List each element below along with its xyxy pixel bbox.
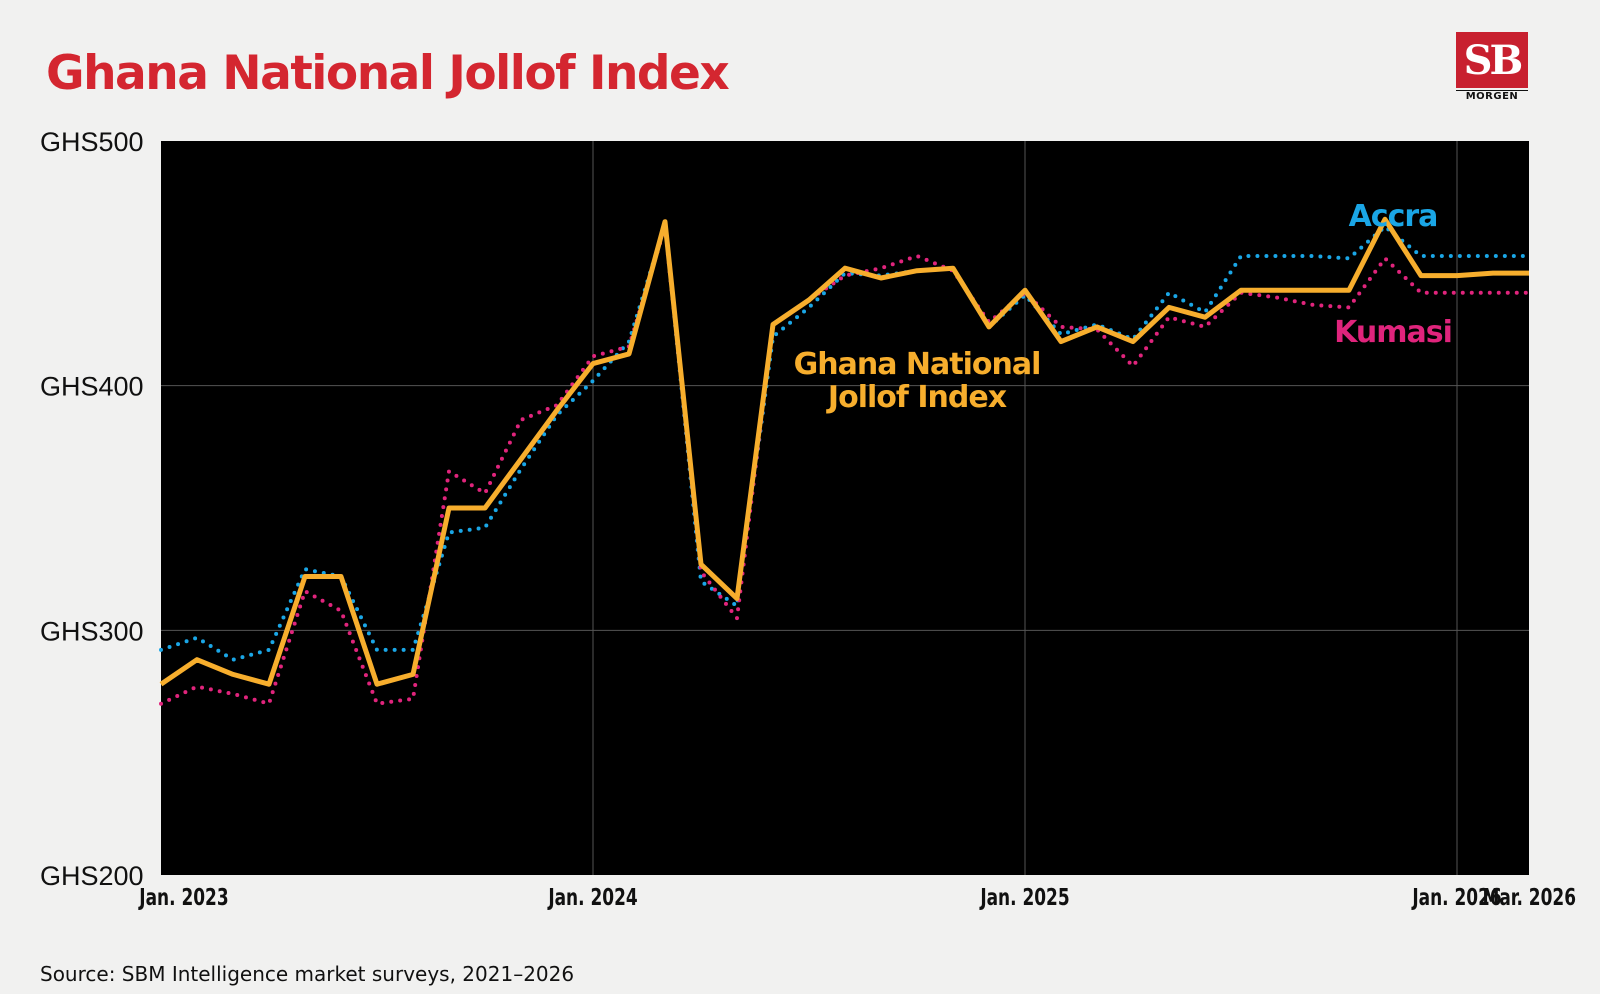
series-line-ghana-national-jollof-index [159, 216, 1529, 687]
index-label-line: Ghana National [794, 347, 1041, 382]
gridlines [161, 141, 1529, 875]
sb-morgen-logo: SB MORGEN [1456, 32, 1528, 102]
x-tick-label: Jan. 2024 [547, 883, 638, 910]
plot-background [161, 141, 1529, 875]
y-tick-label: GHS200 [40, 861, 144, 891]
kumasi-label: Kumasi [1334, 315, 1452, 350]
series-line-accra [159, 222, 1531, 662]
y-tick-label: GHS400 [40, 372, 144, 402]
y-tick-label: GHS300 [40, 616, 144, 646]
logo-wordmark: MORGEN [1456, 90, 1528, 102]
source-note: Source: SBM Intelligence market surveys,… [40, 962, 575, 986]
accra-label: Accra [1349, 199, 1438, 234]
index-label-line: Jollof Index [826, 380, 1007, 415]
chart-title: Ghana National Jollof Index [46, 46, 730, 101]
x-tick-label: Jan. 2023 [138, 883, 229, 910]
x-tick-label: Jan. 2025 [979, 883, 1070, 910]
x-tick-label: Mar. 2026 [1482, 883, 1576, 910]
x-tick-label: Jan. 2026 [1411, 883, 1502, 910]
logo-mark: SB [1456, 32, 1528, 88]
y-tick-label: GHS500 [40, 127, 144, 157]
axis-labels: GHS200 GHS300 GHS400 GHS500 Jan. 2023 Jan. 20… [40, 127, 1576, 910]
series-lines [159, 216, 1531, 706]
